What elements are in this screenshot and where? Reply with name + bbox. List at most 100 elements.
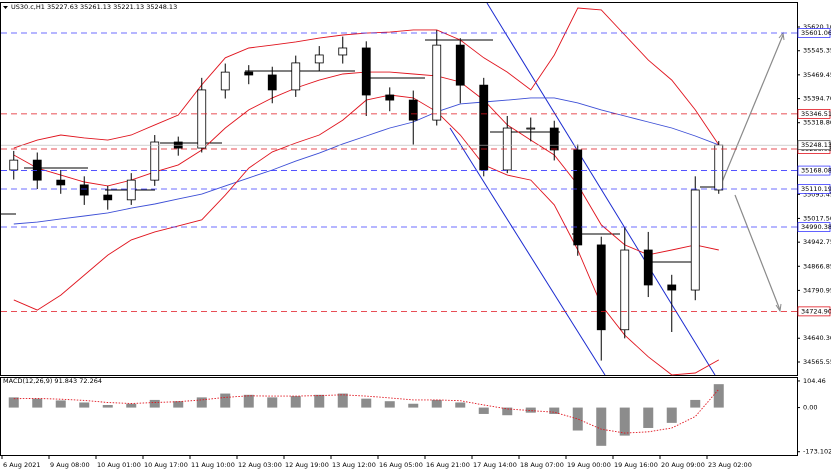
candle-body	[667, 284, 677, 291]
macd-bar	[572, 407, 583, 431]
candle-body	[197, 89, 207, 149]
macd-bar	[290, 396, 301, 408]
level-label: 35168.08	[801, 167, 831, 175]
x-tick-label: 12 Aug 03:00	[238, 461, 282, 469]
macd-bar	[267, 397, 278, 408]
candle-body	[385, 94, 395, 101]
x-tick-label: 23 Aug 02:00	[708, 461, 752, 469]
macd-bar	[173, 401, 184, 408]
signal-line	[13, 388, 720, 434]
candle-body	[56, 179, 66, 186]
macd-bar	[384, 401, 395, 408]
indicator-line	[13, 97, 719, 225]
macd-bar	[102, 405, 113, 408]
x-tick-label: 13 Aug 12:00	[332, 461, 376, 469]
candle-body	[291, 62, 301, 91]
macd-bar	[713, 384, 724, 408]
macd-bar	[79, 402, 90, 408]
candle-body	[314, 54, 324, 64]
candle-body	[244, 71, 254, 76]
macd-title: MACD(12,26,9) 91.843 72.264	[3, 377, 102, 385]
macd-bar	[32, 398, 43, 408]
macd-bar	[126, 403, 137, 408]
macd-bar	[8, 397, 19, 408]
level-box	[797, 108, 831, 119]
candle-body	[573, 149, 583, 246]
macd-bar	[337, 393, 348, 408]
candle-body	[455, 44, 465, 86]
macd-frame	[0, 377, 798, 456]
candle-body	[79, 184, 89, 196]
candle-body	[479, 84, 489, 171]
macd-bar	[666, 407, 677, 423]
level-box	[797, 165, 831, 176]
y-tick-label: 104.46	[803, 377, 826, 385]
menu-icon	[3, 6, 8, 9]
macd-bar	[314, 394, 325, 408]
macd-bar	[549, 407, 560, 414]
candle-body	[432, 44, 442, 121]
candle-body	[526, 127, 536, 130]
macd-bar	[619, 407, 630, 436]
candle-body	[220, 71, 230, 91]
level-label: 35346.51	[801, 110, 831, 118]
candle-body	[408, 99, 418, 121]
candle-body	[9, 159, 19, 171]
level-label: 34724.90	[801, 307, 831, 315]
arrow-head	[775, 303, 782, 313]
level-label: 35601.06	[801, 29, 831, 37]
y-tick-label: 35620.10	[803, 23, 831, 31]
candle-body	[150, 141, 160, 181]
y-tick-label: 34866.85	[803, 262, 831, 270]
macd-bar	[478, 407, 489, 414]
candle-body	[267, 74, 277, 91]
y-tick-label: -173.102	[803, 448, 831, 456]
y-tick-label: 34942.75	[803, 238, 831, 246]
y-tick-label: 34565.55	[803, 358, 831, 366]
level-label: 35110.19	[801, 185, 831, 193]
x-tick-label: 19 Aug 00:00	[567, 461, 611, 469]
candle-body	[32, 159, 42, 181]
x-tick-label: 10 Aug 17:00	[144, 461, 188, 469]
candle-body	[643, 249, 653, 286]
candle-body	[549, 127, 559, 151]
y-tick-label: 35469.45	[803, 71, 831, 79]
last-price-label: 35248.13	[801, 141, 831, 149]
x-tick-label: 10 Aug 01:00	[97, 461, 141, 469]
level-box	[797, 28, 831, 38]
candle-body	[338, 47, 348, 56]
macd-bar	[431, 399, 442, 408]
projection-arrow	[734, 194, 781, 311]
x-tick-label: 18 Aug 07:00	[520, 461, 564, 469]
y-tick-label: 35318.80	[803, 119, 831, 127]
candle-body	[690, 189, 700, 291]
macd-bar	[525, 407, 536, 413]
y-tick-label: 35545.35	[803, 47, 831, 55]
y-tick-label: 34640.30	[803, 334, 831, 342]
level-box	[797, 184, 831, 194]
x-tick-label: 20 Aug 09:00	[661, 461, 705, 469]
candle-body	[714, 144, 724, 191]
candle-body	[126, 179, 136, 201]
macd-bar	[643, 407, 654, 428]
macd-bar	[455, 402, 466, 408]
y-tick-label: 35093.45	[803, 190, 831, 198]
chart-title: US30.c,H1 35227.63 35261.13 35221.13 352…	[11, 3, 177, 11]
projection-arrow	[719, 34, 784, 188]
macd-bar	[243, 394, 254, 408]
macd-bar	[196, 397, 207, 408]
x-tick-label: 19 Aug 16:00	[614, 461, 658, 469]
y-tick-label: 35394.70	[803, 95, 831, 103]
macd-bar	[408, 403, 419, 408]
candle-body	[361, 47, 371, 96]
x-tick-label: 12 Aug 19:00	[285, 461, 329, 469]
level-box	[797, 222, 831, 232]
x-tick-label: 9 Aug 08:00	[50, 461, 90, 469]
main-frame	[0, 2, 798, 376]
level-label: 34990.38	[801, 223, 831, 231]
macd-bar	[596, 407, 607, 446]
x-tick-label: 11 Aug 10:00	[191, 461, 235, 469]
macd-bar	[220, 393, 231, 408]
last-price-box	[797, 140, 831, 151]
